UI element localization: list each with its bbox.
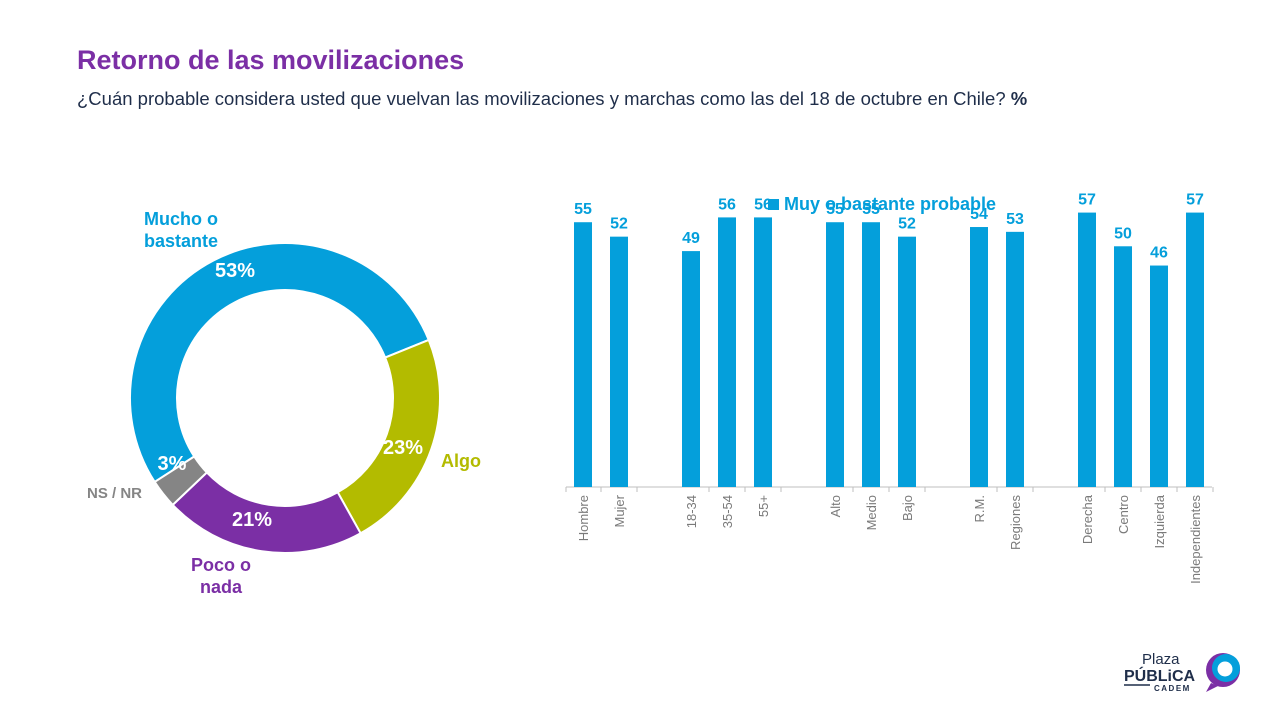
bar-medio: [862, 222, 880, 487]
bar-value-mujer: 52: [610, 216, 628, 233]
tick-label-derecha: Derecha: [1080, 494, 1095, 544]
tick-label-izquierda: Izquierda: [1152, 494, 1167, 548]
tick-label-55: 55+: [756, 495, 771, 517]
logo-line2: PÚBLiCA: [1124, 666, 1196, 685]
tick-label-mujer: Mujer: [612, 494, 627, 527]
donut-label-poco-o-nada: Poco o nada: [191, 555, 251, 597]
bar-hombre: [574, 222, 592, 487]
tick-label-centro: Centro: [1116, 495, 1131, 534]
subtitle-unit: %: [1010, 88, 1028, 109]
bar-value-regiones: 53: [1006, 211, 1024, 228]
bar-value-hombre: 55: [574, 201, 592, 218]
plaza-publica-cadem-logo: Plaza PÚBLiCA CADEM: [1120, 650, 1250, 695]
donut-value-algo: 23%: [383, 437, 423, 459]
donut-value-ns-nr: 3%: [158, 453, 187, 475]
logo-line1: Plaza: [1142, 651, 1180, 668]
bar-r-m: [970, 227, 988, 487]
bar-value-centro: 50: [1114, 225, 1132, 242]
bar-value-derecha: 57: [1078, 192, 1096, 209]
subtitle-question: ¿Cuán probable considera usted que vuelv…: [77, 88, 1006, 109]
tick-label-alto: Alto: [828, 495, 843, 517]
bar-55: [754, 217, 772, 487]
bar-value-r-m: 54: [970, 206, 988, 223]
legend-label: Muy o bastante probable: [784, 194, 996, 214]
bar-value-medio: 55: [862, 201, 880, 218]
tick-label-r-m: R.M.: [972, 495, 987, 522]
page-subtitle: ¿Cuán probable considera usted que vuelv…: [77, 88, 1027, 110]
tick-label-bajo: Bajo: [900, 495, 915, 521]
tick-label-35-54: 35-54: [720, 495, 735, 528]
bar-bajo: [898, 236, 916, 487]
donut-label-ns-nr: NS / NR: [87, 485, 142, 502]
bar-izquierda: [1150, 265, 1168, 487]
page-title: Retorno de las movilizaciones: [77, 45, 465, 75]
logo-line3: CADEM: [1154, 684, 1191, 693]
bar-value-18-34: 49: [682, 230, 700, 247]
tick-label-18-34: 18-34: [684, 495, 699, 528]
bar-35-54: [718, 217, 736, 487]
donut-slice-ns-nr: [153, 455, 209, 507]
bar-centro: [1114, 246, 1132, 487]
bar-value-independientes: 57: [1186, 192, 1204, 209]
legend-swatch: [768, 199, 779, 210]
tick-label-regiones: Regiones: [1008, 495, 1023, 550]
bar-18-34: [682, 251, 700, 487]
speech-bubble-icon: [1206, 653, 1240, 692]
tick-label-independientes: Independientes: [1188, 495, 1203, 584]
donut-label-algo: Algo: [441, 451, 481, 471]
bar-value-bajo: 52: [898, 216, 916, 233]
bar-value-alto: 55: [826, 201, 844, 218]
bar-regiones: [1006, 231, 1024, 487]
donut-label-mucho-o-bastante: Mucho o bastante: [144, 209, 218, 251]
bar-value-35-54: 56: [718, 196, 736, 213]
tick-label-hombre: Hombre: [576, 495, 591, 541]
bar-value-izquierda: 46: [1150, 245, 1168, 262]
bar-derecha: [1078, 212, 1096, 488]
bar-mujer: [610, 236, 628, 487]
donut-slice-mucho-o-bastante: [129, 242, 431, 484]
tick-label-medio: Medio: [864, 495, 879, 530]
bar-value-55: 56: [754, 196, 772, 213]
bar-independientes: [1186, 212, 1204, 488]
donut-value-mucho-o-bastante: 53%: [215, 260, 255, 282]
bar-alto: [826, 222, 844, 487]
donut-value-poco-o-nada: 21%: [232, 509, 272, 531]
